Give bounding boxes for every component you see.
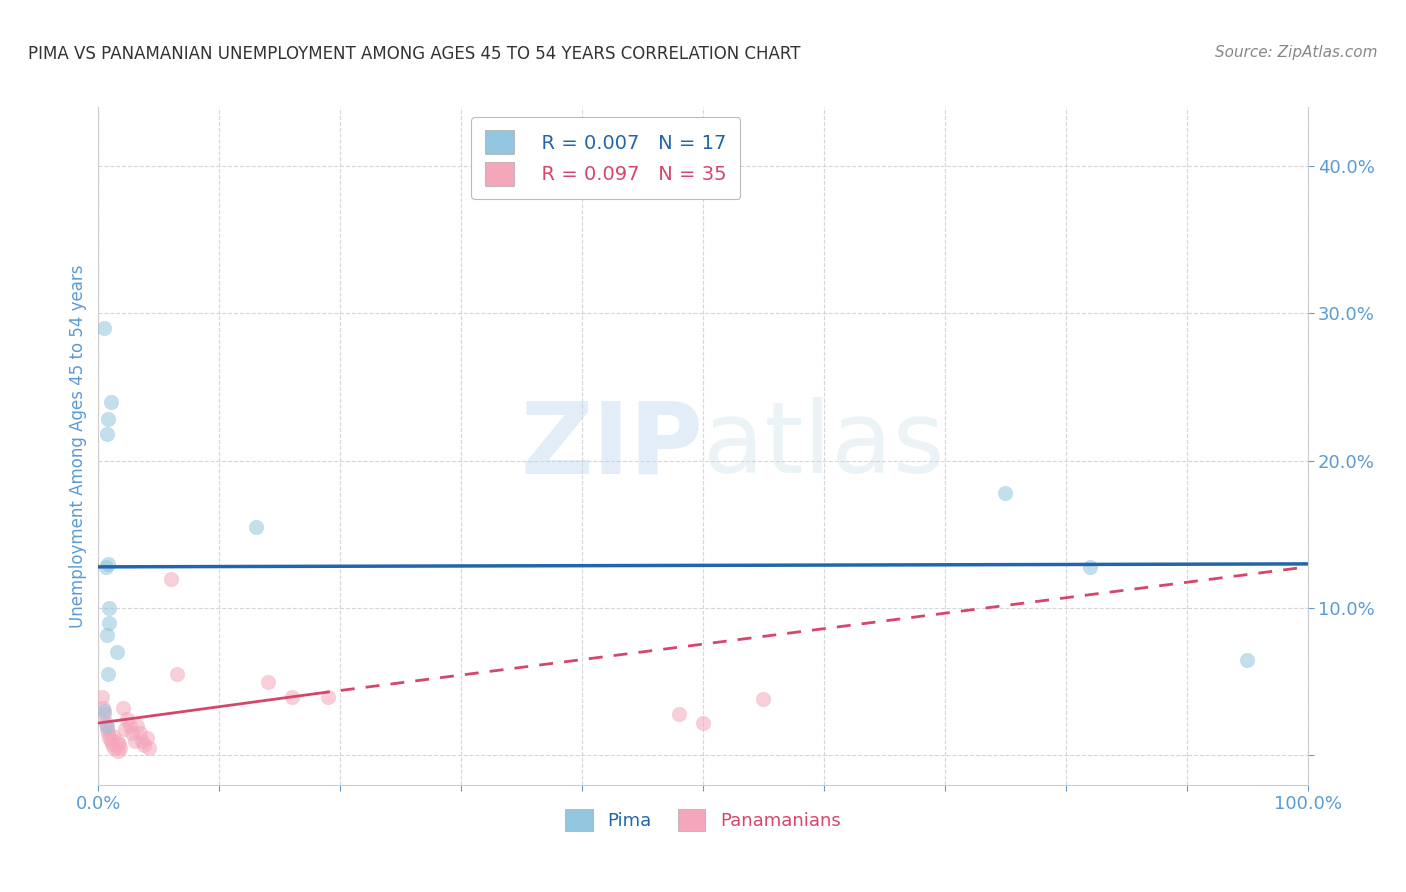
Point xyxy=(128,726,150,740)
Point xyxy=(94,559,117,574)
Point xyxy=(101,729,124,743)
Point xyxy=(96,719,118,733)
Point xyxy=(245,520,267,534)
Point xyxy=(256,674,278,689)
Point xyxy=(160,572,183,586)
Point xyxy=(111,701,134,715)
Point xyxy=(692,716,714,731)
Text: Source: ZipAtlas.com: Source: ZipAtlas.com xyxy=(1215,45,1378,60)
Point xyxy=(166,667,188,681)
Point xyxy=(97,412,120,426)
Point xyxy=(96,722,118,736)
Point xyxy=(117,712,139,726)
Text: ZIP: ZIP xyxy=(520,398,703,494)
Point xyxy=(93,704,115,718)
Text: atlas: atlas xyxy=(703,398,945,494)
Point xyxy=(98,615,121,630)
Point xyxy=(108,741,131,756)
Point xyxy=(994,486,1017,500)
Point xyxy=(124,733,146,747)
Point xyxy=(114,722,136,736)
Point xyxy=(91,690,114,704)
Point xyxy=(316,690,339,704)
Point xyxy=(93,321,115,335)
Point xyxy=(118,719,141,733)
Point xyxy=(98,731,121,745)
Point xyxy=(138,741,160,756)
Point xyxy=(108,737,131,751)
Point xyxy=(96,627,118,641)
Point xyxy=(107,744,129,758)
Point xyxy=(97,726,120,740)
Point xyxy=(668,707,690,722)
Point xyxy=(281,690,304,704)
Legend: Pima, Panamanians: Pima, Panamanians xyxy=(553,797,853,844)
Point xyxy=(121,726,143,740)
Point xyxy=(100,394,122,409)
Point xyxy=(752,692,775,706)
Point xyxy=(127,719,149,733)
Point xyxy=(105,733,128,747)
Point xyxy=(103,741,125,756)
Point xyxy=(135,731,157,745)
Point xyxy=(100,737,122,751)
Point xyxy=(97,667,120,681)
Point xyxy=(96,427,118,442)
Text: PIMA VS PANAMANIAN UNEMPLOYMENT AMONG AGES 45 TO 54 YEARS CORRELATION CHART: PIMA VS PANAMANIAN UNEMPLOYMENT AMONG AG… xyxy=(28,45,800,62)
Point xyxy=(91,701,114,715)
Point xyxy=(105,645,128,659)
Point xyxy=(1236,653,1258,667)
Y-axis label: Unemployment Among Ages 45 to 54 years: Unemployment Among Ages 45 to 54 years xyxy=(69,264,87,628)
Point xyxy=(131,733,153,747)
Point xyxy=(134,738,156,752)
Point xyxy=(94,716,117,731)
Point xyxy=(98,601,121,615)
Point xyxy=(93,707,115,722)
Point xyxy=(100,733,122,747)
Point xyxy=(1078,559,1101,574)
Point xyxy=(97,557,120,571)
